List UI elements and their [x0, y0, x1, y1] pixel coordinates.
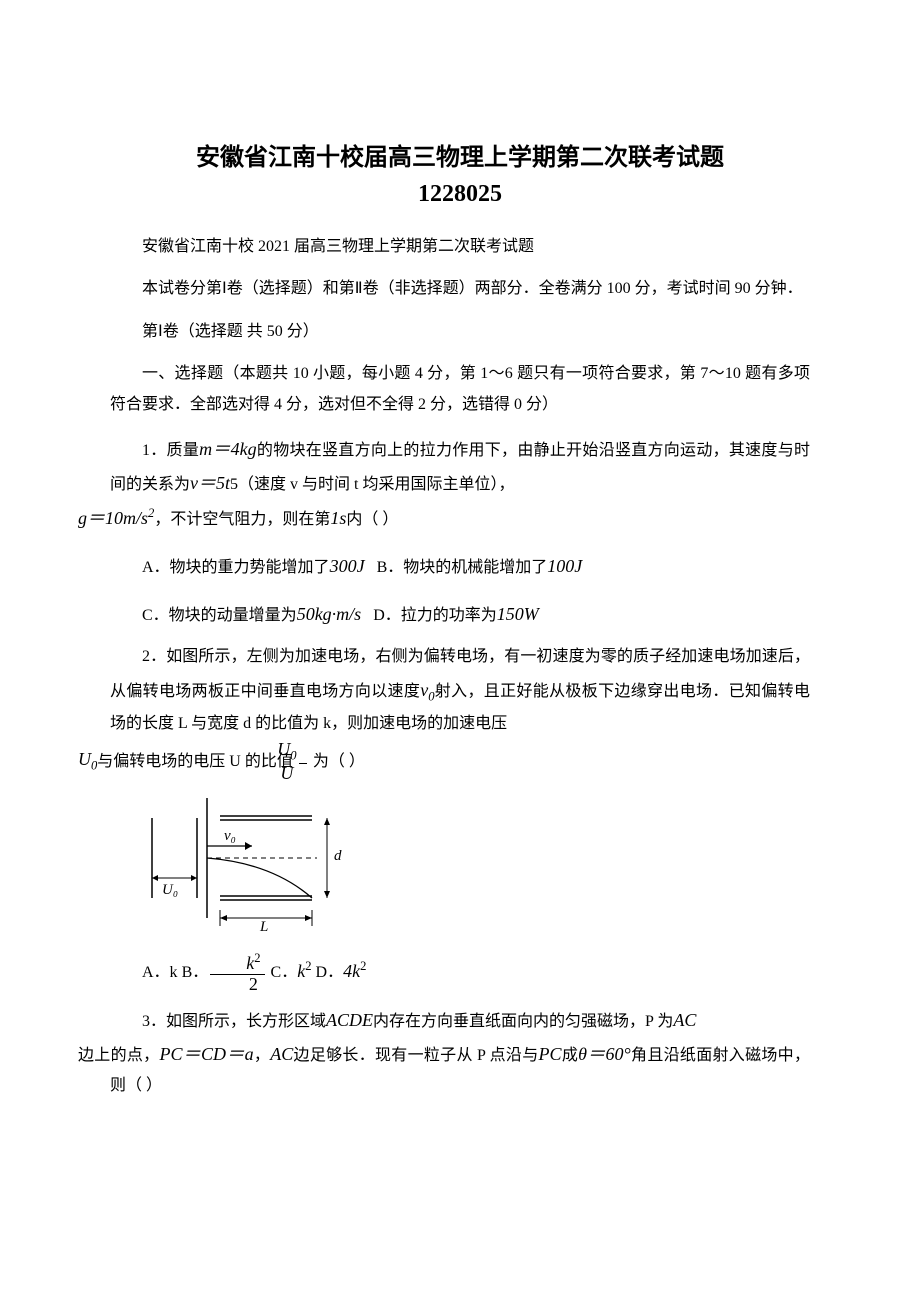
q1-g: g＝10m/s2	[78, 508, 154, 528]
label-v0: v₀	[224, 828, 236, 844]
q1-stem: 1．质量m＝4kg的物块在竖直方向上的拉力作用下，由静止开始沿竖直方向运动，其速…	[110, 432, 810, 535]
deflection-field-diagram: U₀ v₀ d L	[142, 798, 360, 933]
q1-v: v＝5t	[190, 473, 230, 493]
q2-diagram: U₀ v₀ d L	[142, 798, 810, 938]
label-d: d	[334, 848, 342, 864]
label-L: L	[259, 919, 268, 933]
q2-v0: v0	[420, 680, 434, 700]
q2-opts: A．k B．k22 C．k2 D．4k2	[110, 948, 810, 995]
label-U0: U₀	[162, 882, 178, 898]
part-1-instructions: 一、选择题（本题共 10 小题，每小题 4 分，第 1～6 题只有一项符合要求，…	[110, 359, 810, 420]
q2-optC: k2	[297, 961, 311, 981]
doc-title: 安徽省江南十校届高三物理上学期第二次联考试题 1228025	[110, 140, 810, 212]
exam-info: 本试卷分第Ⅰ卷（选择题）和第Ⅱ卷（非选择题）两部分．全卷满分 100 分，考试时…	[110, 274, 810, 304]
q2-stem: 2．如图所示，左侧为加速电场，右侧为偏转电场，有一初速度为零的质子经加速电场加速…	[110, 642, 810, 784]
title-line-2: 1228025	[418, 181, 502, 207]
q1-m: m＝4kg	[199, 439, 257, 459]
title-line-1: 安徽省江南十校届高三物理上学期第二次联考试题	[196, 145, 724, 171]
q2-U0: U0	[78, 749, 97, 769]
q2-optB-frac: k22	[210, 952, 264, 995]
q3-stem: 3．如图所示，长方形区域ACDE内存在方向垂直纸面向内的匀强磁场，P 为AC 边…	[110, 1003, 810, 1102]
section-1-header: 第Ⅰ卷（选择题 共 50 分）	[110, 317, 810, 347]
subtitle: 安徽省江南十校 2021 届高三物理上学期第二次联考试题	[110, 232, 810, 262]
q1-opts-ab: A．物块的重力势能增加了300JB．物块的机械能增加了100J	[110, 547, 810, 587]
q1-opts-cd: C．物块的动量增量为50kg·m/sD．拉力的功率为150W	[110, 595, 810, 635]
q2-optD: 4k2	[343, 961, 366, 981]
q2-ratio-frac: U0U	[299, 740, 307, 784]
